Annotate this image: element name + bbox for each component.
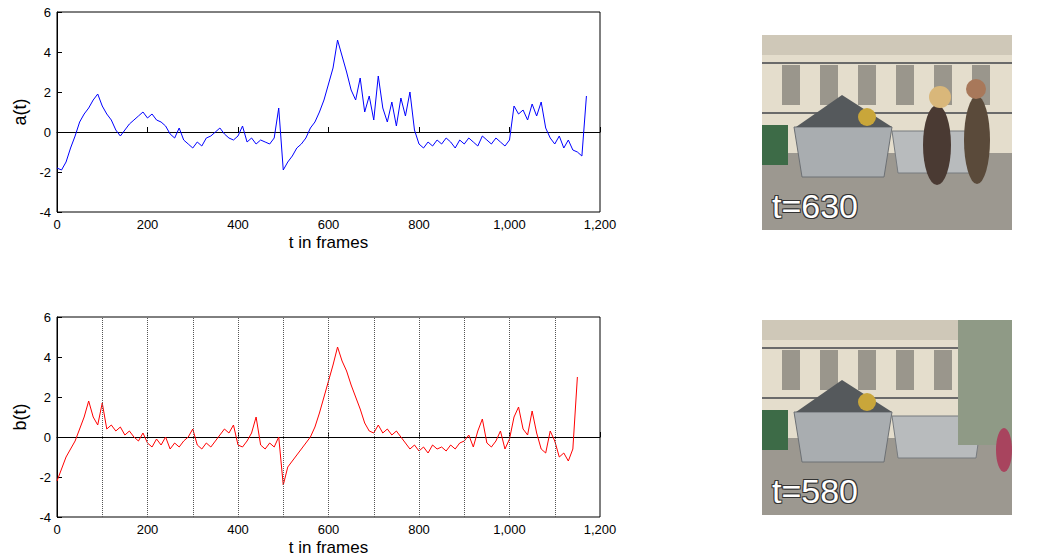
- svg-text:b(t): b(t): [10, 404, 30, 431]
- svg-text:t in frames: t in frames: [289, 538, 368, 557]
- svg-text:-2: -2: [39, 470, 51, 485]
- svg-text:a(t): a(t): [10, 99, 30, 126]
- svg-text:0: 0: [53, 217, 60, 232]
- svg-text:4: 4: [44, 45, 51, 60]
- html-text:t=580: t=580: [772, 472, 858, 510]
- svg-text:200: 200: [137, 522, 159, 537]
- svg-text:800: 800: [408, 217, 430, 232]
- svg-text:0: 0: [44, 430, 51, 445]
- svg-text:200: 200: [137, 217, 159, 232]
- svg-text:-2: -2: [39, 165, 51, 180]
- svg-text:0: 0: [53, 522, 60, 537]
- svg-text:2: 2: [44, 390, 51, 405]
- html-text:t=630: t=630: [772, 187, 858, 225]
- svg-text:-4: -4: [39, 510, 51, 525]
- svg-text:600: 600: [318, 522, 340, 537]
- svg-text:0: 0: [44, 125, 51, 140]
- svg-text:1,200: 1,200: [584, 522, 617, 537]
- svg-text:1,000: 1,000: [493, 217, 526, 232]
- svg-text:6: 6: [44, 310, 51, 325]
- svg-text:400: 400: [227, 522, 249, 537]
- svg-text:1,200: 1,200: [584, 217, 617, 232]
- svg-text:600: 600: [318, 217, 340, 232]
- svg-text:1,000: 1,000: [493, 522, 526, 537]
- svg-text:800: 800: [408, 522, 430, 537]
- svg-text:-4: -4: [39, 205, 51, 220]
- svg-text:400: 400: [227, 217, 249, 232]
- svg-text:t in frames: t in frames: [289, 233, 368, 252]
- svg-text:4: 4: [44, 350, 51, 365]
- svg-text:2: 2: [44, 85, 51, 100]
- svg-text:6: 6: [44, 5, 51, 20]
